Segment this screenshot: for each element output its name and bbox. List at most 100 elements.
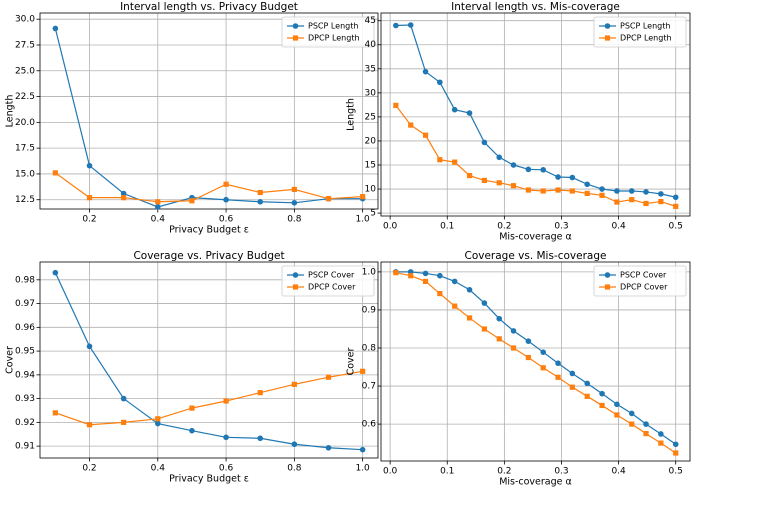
marker: [86, 422, 93, 428]
axes-frame: [39, 261, 379, 459]
marker: [540, 349, 547, 355]
y-tick-label: 0.97: [15, 299, 35, 309]
y-tick-label: 30: [365, 88, 377, 98]
y-tick-label: 25: [365, 112, 376, 122]
marker: [86, 162, 93, 169]
x-tick-label: 0.4: [611, 467, 626, 477]
marker: [658, 431, 664, 437]
marker: [555, 187, 561, 193]
marker: [658, 198, 664, 205]
x-tick-label: 1.0: [355, 464, 370, 474]
data-line: [395, 24, 676, 198]
marker: [121, 195, 127, 201]
y-tick-label: 0.8: [362, 343, 377, 353]
data-line: [55, 370, 363, 426]
marker: [408, 273, 414, 279]
marker: [569, 384, 575, 390]
data-line: [395, 271, 677, 445]
legend-label: PSCP Cover: [620, 271, 667, 280]
marker: [604, 272, 611, 278]
legend-label: DPCP Cover: [308, 283, 356, 292]
marker: [584, 181, 590, 188]
marker: [584, 393, 590, 399]
y-tick-label: 12.5: [15, 195, 35, 205]
x-tick-label: 0.6: [219, 464, 234, 474]
marker: [481, 139, 488, 146]
subplot: 0.91 0.92 0.93 0.94 0.95 0.96 0.97 0.98 0.2 0.4 0.…: [5, 250, 379, 485]
x-axis-label: Mis-coverage α: [499, 477, 572, 488]
axes-frame: [380, 12, 691, 217]
marker: [437, 290, 443, 297]
marker: [481, 300, 488, 306]
y-axis-label: Cover: [346, 348, 357, 376]
marker: [155, 416, 161, 422]
x-tick-label: 0.6: [219, 215, 234, 225]
marker: [604, 23, 611, 29]
marker: [658, 440, 664, 446]
marker: [292, 35, 299, 41]
legend-label: DPCP Length: [308, 34, 360, 43]
marker: [422, 68, 429, 75]
marker: [614, 199, 620, 205]
legend-box: [281, 265, 375, 297]
y-tick-label: 0.7: [362, 382, 376, 392]
x-tick-label: 0.5: [669, 222, 683, 232]
marker: [120, 395, 127, 402]
y-tick-label: 35: [365, 64, 376, 74]
marker: [628, 188, 635, 194]
y-tick-label: 0.94: [15, 370, 35, 380]
y-axis-label: Cover: [5, 346, 16, 374]
marker: [393, 22, 399, 29]
axes-frame: [380, 261, 691, 462]
x-tick-label: 0.5: [669, 467, 683, 477]
subplot-title: Interval length vs. Privacy Budget: [120, 1, 298, 13]
y-tick-label: 1.0: [362, 267, 377, 277]
marker: [481, 326, 487, 332]
x-tick-label: 0.1: [440, 467, 454, 477]
marker: [291, 441, 298, 448]
x-tick-label: 1.0: [355, 215, 370, 225]
marker: [292, 23, 299, 29]
legend-box: [593, 16, 687, 48]
marker: [189, 427, 195, 434]
y-tick-label: 20.0: [15, 118, 35, 128]
marker: [223, 434, 229, 441]
marker: [154, 420, 161, 427]
marker: [291, 381, 297, 387]
y-tick-label: 15: [365, 161, 376, 171]
y-tick-label: 0.98: [15, 275, 35, 285]
marker: [360, 194, 366, 200]
marker: [52, 269, 59, 276]
marker: [540, 365, 546, 371]
marker: [614, 188, 620, 194]
marker: [325, 196, 332, 202]
marker: [154, 204, 161, 210]
x-tick-label: 0.0: [383, 222, 398, 232]
marker: [422, 132, 429, 138]
y-tick-label: 20: [365, 136, 377, 146]
subplot-title: Interval length vs. Mis-coverage: [451, 1, 620, 13]
marker: [466, 172, 473, 179]
y-tick-label: 45: [365, 16, 376, 26]
marker: [325, 374, 332, 380]
x-tick-label: 0.0: [383, 467, 398, 477]
marker: [672, 441, 679, 448]
marker: [360, 368, 366, 374]
marker: [525, 354, 531, 361]
marker: [437, 157, 443, 163]
marker: [569, 188, 575, 194]
y-tick-label: 10: [365, 185, 377, 195]
marker: [555, 374, 561, 380]
marker: [599, 192, 605, 198]
x-tick-label: 0.3: [554, 467, 568, 477]
marker: [525, 166, 532, 173]
y-tick-label: 15.0: [15, 169, 35, 179]
y-tick-label: 0.6: [362, 420, 377, 430]
marker: [291, 186, 297, 192]
marker: [584, 380, 590, 387]
marker: [466, 110, 473, 116]
x-tick-label: 0.2: [497, 467, 511, 477]
y-tick-label: 27.5: [15, 40, 35, 50]
marker: [569, 370, 576, 377]
marker: [673, 450, 679, 456]
